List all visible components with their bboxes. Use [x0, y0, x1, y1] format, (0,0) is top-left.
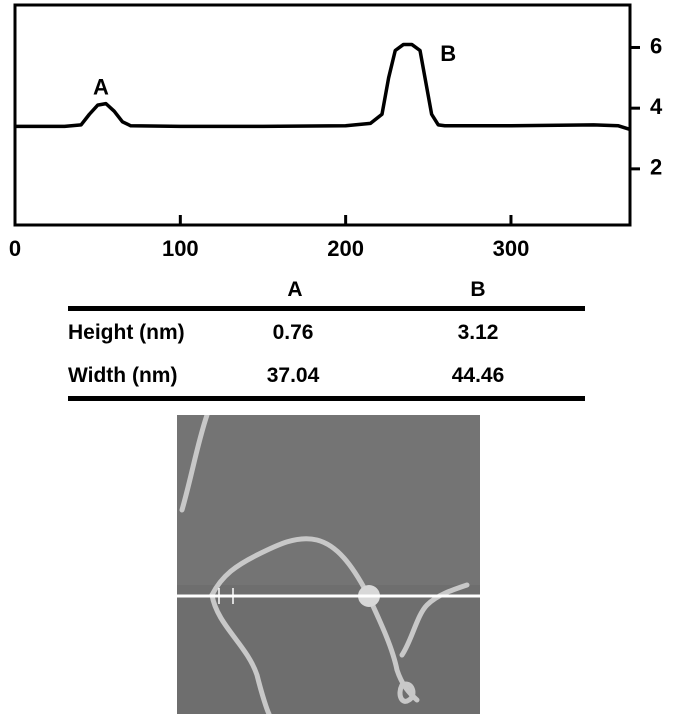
plot-frame — [13, 3, 632, 227]
afm-image — [177, 415, 480, 714]
table-cell: 3.12 — [457, 321, 499, 344]
profile-line — [15, 42, 631, 132]
annotation: A — [93, 74, 109, 99]
chart: 0 100 200 300 2 4 6 A B — [9, 3, 663, 261]
row-label: Height (nm) — [68, 321, 185, 344]
annotation: B — [440, 41, 456, 66]
column-header: B — [470, 278, 486, 301]
table-cell: 0.76 — [272, 321, 314, 344]
table-cell: 44.46 — [451, 364, 505, 387]
table-cell: 37.04 — [266, 364, 320, 387]
table-rule — [68, 396, 585, 401]
x-tick-label: 300 — [493, 236, 530, 261]
y2-tick-label: 6 — [650, 33, 662, 58]
y2-tick-label: 4 — [650, 94, 663, 119]
y2-tick-label: 2 — [650, 155, 662, 180]
x-tick-label: 0 — [9, 236, 21, 261]
x-tick-label: 100 — [162, 236, 199, 261]
row-label: Width (nm) — [68, 364, 178, 387]
table-rule — [68, 306, 585, 311]
column-header: A — [287, 278, 303, 301]
x-tick-label: 200 — [327, 236, 364, 261]
